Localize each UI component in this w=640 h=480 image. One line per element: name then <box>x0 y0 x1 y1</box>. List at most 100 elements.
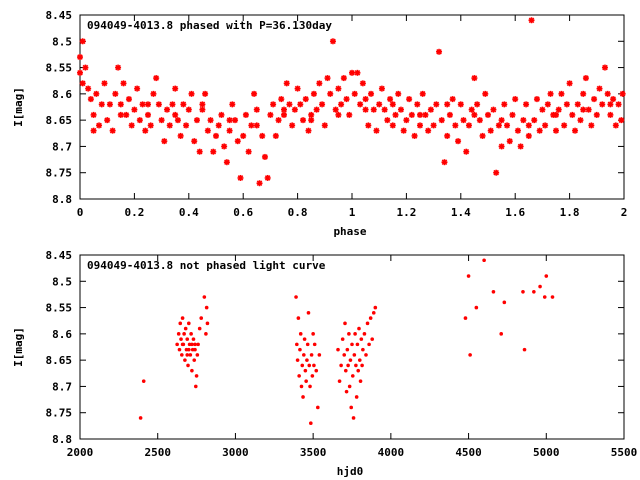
data-point <box>226 127 233 134</box>
data-point <box>419 90 426 97</box>
data-point <box>182 332 186 336</box>
data-point <box>408 111 415 118</box>
data-point <box>109 127 116 134</box>
data-point <box>188 90 195 97</box>
data-point <box>139 101 146 108</box>
data-point <box>361 347 365 352</box>
data-point <box>316 80 323 87</box>
data-point <box>169 101 176 108</box>
data-point <box>193 117 200 124</box>
x-tick-label: 1.2 <box>396 206 416 219</box>
data-point <box>373 305 378 310</box>
data-point <box>365 122 372 129</box>
data-point <box>251 90 258 97</box>
data-point <box>444 132 451 139</box>
data-point <box>311 332 315 336</box>
x-tick-label: 1 <box>349 206 356 219</box>
data-point <box>199 101 206 108</box>
data-point <box>436 48 443 55</box>
phased-light-curve-plot: 094049-4013.8 phased with P=36.130day ph… <box>12 9 627 238</box>
data-point <box>490 106 497 113</box>
data-point <box>302 353 306 357</box>
data-point <box>520 117 527 124</box>
data-point <box>319 101 326 108</box>
data-point <box>329 38 336 45</box>
data-point <box>491 290 496 294</box>
data-point <box>308 384 312 389</box>
data-point <box>601 64 608 71</box>
data-point <box>338 101 345 108</box>
y-tick-label: 8.5 <box>52 275 72 288</box>
data-point <box>357 326 361 331</box>
data-point <box>463 316 468 320</box>
data-point <box>312 363 316 368</box>
data-point <box>223 159 230 166</box>
data-point <box>229 101 236 108</box>
data-point <box>300 363 305 368</box>
x-tick-label: 3000 <box>222 446 249 459</box>
data-point <box>283 80 290 87</box>
data-point <box>512 96 519 103</box>
data-point <box>176 332 181 336</box>
y-tick-label: 8.6 <box>52 88 72 101</box>
x-tick-label: 0.4 <box>179 206 199 219</box>
data-point <box>136 117 143 124</box>
data-point <box>218 111 225 118</box>
data-point <box>298 347 302 352</box>
data-point <box>294 295 298 299</box>
data-point <box>286 101 293 108</box>
data-point <box>444 101 451 108</box>
x-tick-label: 2 <box>621 206 628 219</box>
data-point <box>237 174 244 181</box>
data-point <box>296 316 301 320</box>
data-point <box>180 316 185 320</box>
data-point <box>522 347 527 352</box>
data-point <box>310 90 317 97</box>
x-tick-label: 4500 <box>455 446 482 459</box>
data-point <box>125 96 132 103</box>
data-point <box>112 90 119 97</box>
data-point <box>317 353 322 357</box>
data-point <box>563 101 570 108</box>
data-point <box>533 96 540 103</box>
data-point <box>185 353 190 357</box>
data-point <box>261 153 268 160</box>
data-point <box>295 358 300 362</box>
data-point <box>387 96 394 103</box>
data-point <box>347 384 352 389</box>
data-point <box>305 127 312 134</box>
data-point <box>205 321 210 326</box>
x-tick-label: 5000 <box>533 446 560 459</box>
data-point <box>487 127 494 134</box>
data-point <box>90 127 97 134</box>
data-point <box>466 274 471 278</box>
data-point <box>604 90 611 97</box>
data-point <box>204 332 208 336</box>
data-point <box>213 132 219 139</box>
data-point <box>303 368 308 373</box>
data-point <box>297 101 304 108</box>
y-tick-label: 8.8 <box>52 193 72 206</box>
data-point <box>264 174 271 181</box>
x-tick-label: 3500 <box>300 446 327 459</box>
data-point <box>523 101 530 108</box>
data-point <box>354 69 361 76</box>
y-tick-label: 8.45 <box>46 9 73 22</box>
data-point <box>368 90 375 97</box>
data-point <box>532 290 536 294</box>
data-point <box>400 127 407 134</box>
data-point <box>599 101 606 108</box>
data-point <box>180 101 187 108</box>
y-axis-label: I[mag] <box>12 327 25 367</box>
data-point <box>210 148 217 155</box>
data-point <box>305 342 310 347</box>
data-point <box>351 90 358 97</box>
data-point <box>281 111 287 118</box>
y-tick-label: 8.65 <box>46 354 73 367</box>
data-point <box>354 363 358 368</box>
y-tick-label: 8.6 <box>52 328 72 341</box>
x-tick-label: 0 <box>77 206 84 219</box>
data-point <box>336 347 340 352</box>
data-point <box>498 117 505 124</box>
data-point <box>327 90 334 97</box>
